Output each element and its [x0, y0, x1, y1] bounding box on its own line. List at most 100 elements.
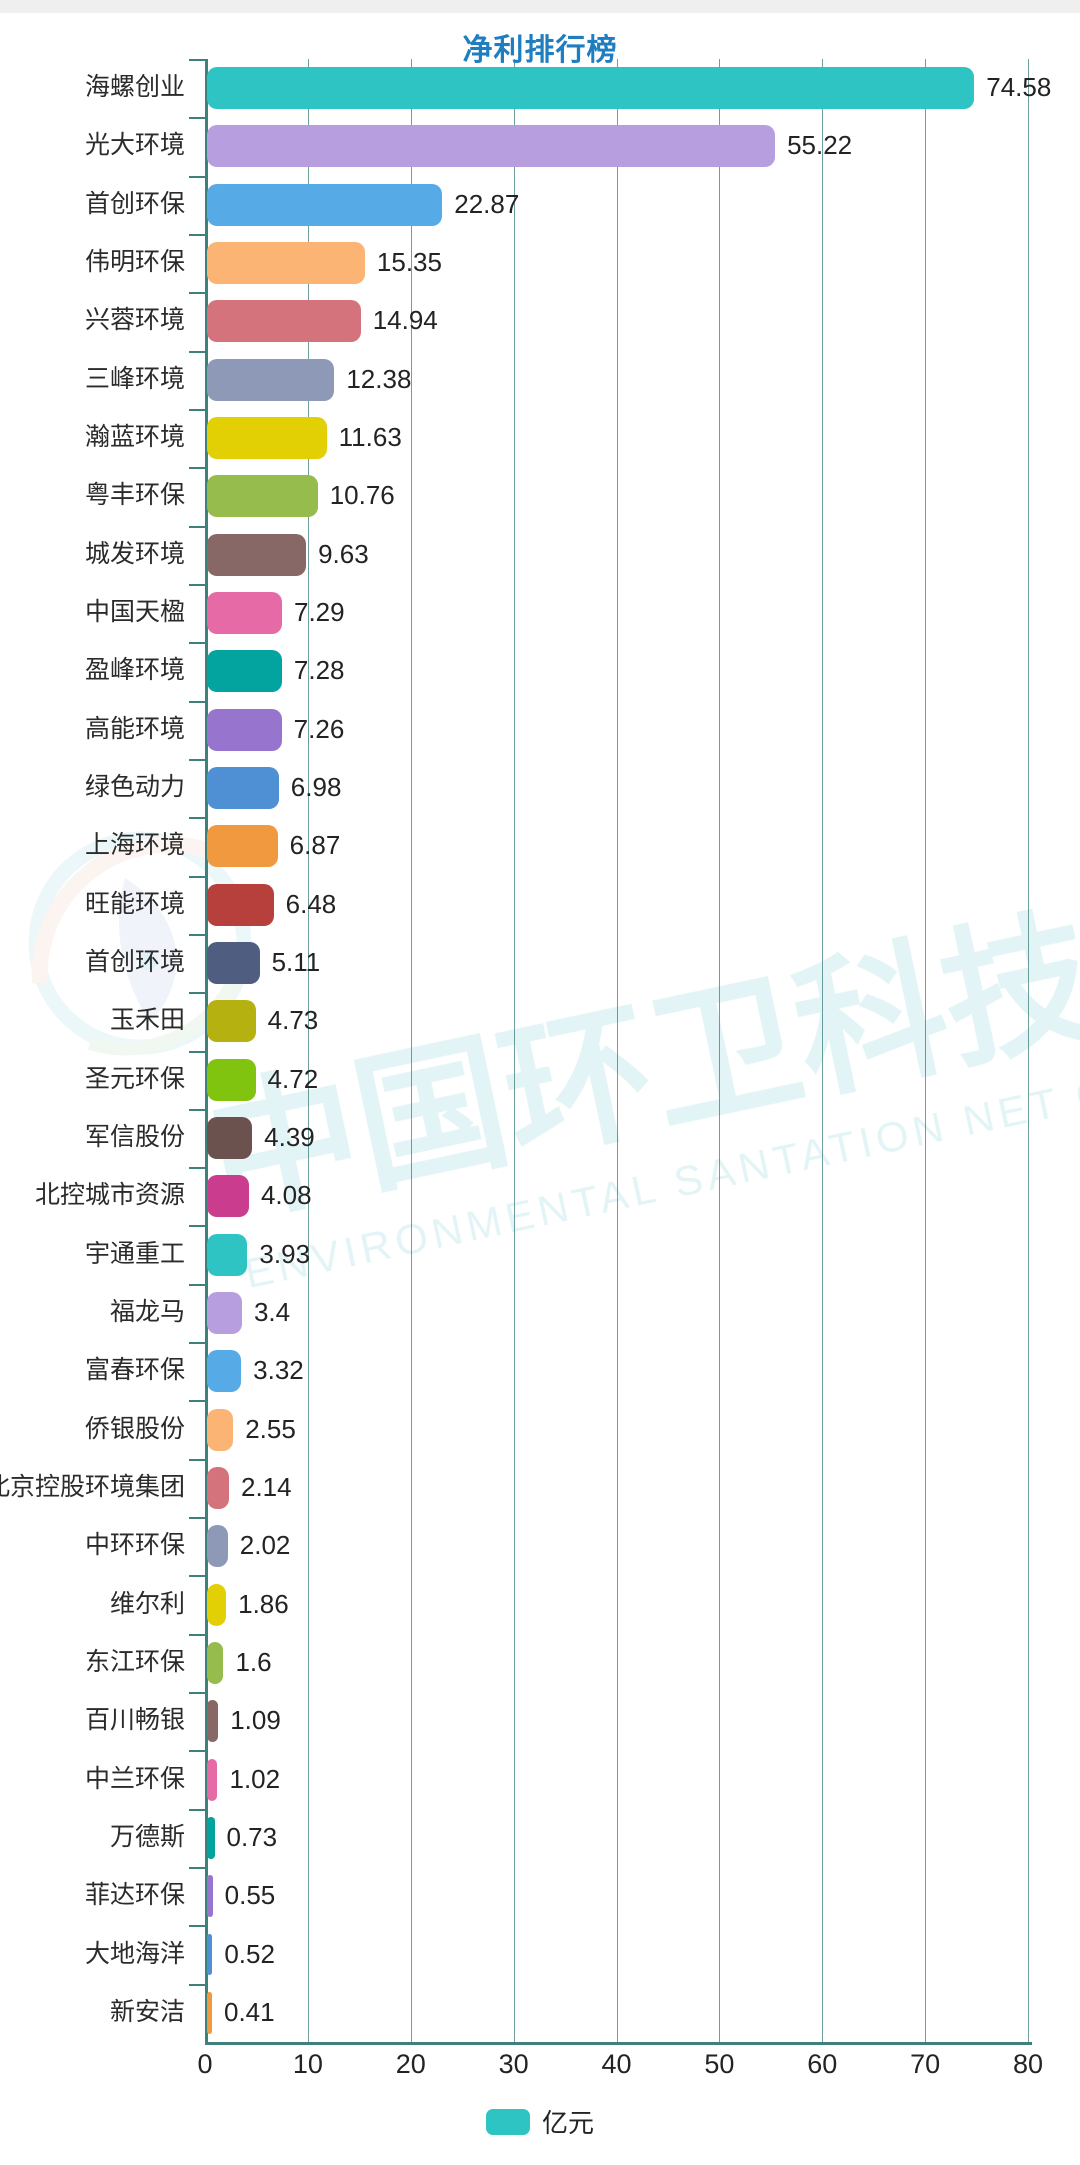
category-label: 兴蓉环境	[84, 306, 185, 335]
bar[interactable]	[207, 67, 975, 110]
bar-row: 盈峰环境 7.28	[85, 642, 1028, 700]
category-label: 大地海洋	[84, 1939, 185, 1968]
bar[interactable]	[207, 1875, 213, 1918]
bar-value-label: 1.09	[230, 1705, 281, 1736]
bar-row: 首创环境 5.11	[85, 933, 1028, 992]
bar-row: 富春环保 3.32	[85, 1342, 1028, 1400]
bar-row: 首创环保 22.87	[85, 175, 1028, 234]
category-label: 旺能环境	[84, 889, 185, 918]
y-axis-tick	[189, 175, 205, 178]
bar[interactable]	[207, 1058, 256, 1101]
bar-value-label: 6.48	[285, 888, 337, 919]
y-axis-tick	[189, 933, 205, 936]
bar-row: 福龙马 3.4	[110, 1283, 1028, 1342]
gridline	[719, 59, 721, 2042]
bar-value-label: 4.72	[267, 1063, 319, 1094]
y-axis-tick	[189, 1925, 205, 1928]
bar-row: 圣元环保 4.72	[85, 1050, 1028, 1109]
bar[interactable]	[207, 1466, 229, 1509]
category-label: 高能环境	[84, 714, 185, 743]
y-axis-tick	[189, 525, 205, 528]
bar-row: 光大环境 55.22	[85, 117, 1028, 175]
bar-row: 侨银股份 2.55	[85, 1400, 1028, 1458]
bar-value-label: 5.11	[271, 947, 321, 977]
y-axis-tick	[189, 758, 205, 761]
gridline	[925, 59, 927, 2042]
bar[interactable]	[207, 125, 776, 168]
category-label: 盈峰环境	[84, 656, 185, 685]
y-axis-tick	[189, 583, 205, 586]
bar[interactable]	[207, 592, 282, 635]
bar[interactable]	[207, 1291, 242, 1334]
bar[interactable]	[207, 1583, 227, 1626]
category-label: 海螺创业	[84, 73, 185, 102]
bar[interactable]	[207, 825, 278, 868]
bar[interactable]	[207, 767, 279, 810]
category-label: 中国天楹	[84, 598, 185, 627]
bar[interactable]	[207, 1991, 212, 2034]
bar[interactable]	[207, 475, 318, 518]
bar[interactable]	[207, 1758, 218, 1801]
bar-value-label: 14.94	[372, 305, 438, 336]
bar-value-label: 0.41	[224, 1996, 275, 2027]
y-axis-tick	[189, 117, 205, 120]
bar-value-label: 9.63	[318, 538, 369, 569]
bar[interactable]	[207, 1350, 242, 1393]
bar-value-label: 6.98	[290, 772, 342, 803]
bar-row: 菲达环保 0.55	[85, 1867, 1028, 1925]
bar[interactable]	[207, 533, 307, 576]
bar[interactable]	[207, 1000, 256, 1043]
bar-value-label: 4.73	[267, 1005, 319, 1036]
category-label: 北京控股环境集团	[0, 1472, 185, 1501]
y-axis-tick	[189, 1225, 205, 1228]
category-label: 首创环保	[84, 189, 185, 218]
bar[interactable]	[207, 1641, 224, 1684]
x-tick-label: 20	[395, 2049, 426, 2079]
bar[interactable]	[207, 242, 365, 285]
bar[interactable]	[207, 417, 327, 460]
y-axis-tick	[189, 1692, 205, 1695]
bar-row: 海螺创业 74.58	[85, 59, 1051, 117]
bar[interactable]	[207, 650, 282, 693]
bar[interactable]	[207, 1816, 215, 1859]
bar[interactable]	[207, 358, 335, 401]
bar[interactable]	[207, 1525, 228, 1568]
bar-row: 高能环境 7.26	[85, 700, 1028, 759]
category-label: 军信股份	[84, 1122, 185, 1151]
x-tick-label: 80	[1012, 2049, 1044, 2079]
bar[interactable]	[207, 183, 443, 226]
bar[interactable]	[207, 942, 260, 984]
category-label: 北控城市资源	[34, 1181, 185, 1210]
bar[interactable]	[207, 300, 361, 343]
x-tick-label: 50	[704, 2049, 735, 2079]
category-label: 瀚蓝环境	[84, 423, 185, 452]
x-tick-label: 70	[910, 2049, 941, 2079]
bar[interactable]	[207, 1116, 253, 1159]
bar[interactable]	[207, 708, 282, 751]
category-label: 中环环保	[84, 1531, 185, 1560]
bar-value-label: 3.32	[253, 1355, 304, 1386]
y-axis-tick	[189, 59, 205, 61]
bar-value-label: 0.55	[224, 1880, 276, 1911]
y-axis-tick	[189, 1517, 205, 1520]
bar[interactable]	[207, 1175, 249, 1218]
bar-value-label: 2.02	[239, 1530, 291, 1561]
bar[interactable]	[207, 1408, 234, 1451]
y-axis-tick	[189, 408, 205, 411]
bar[interactable]	[207, 1933, 213, 1976]
y-axis-tick	[189, 292, 205, 295]
legend-label: 亿元	[541, 2108, 594, 2138]
bar-row: 宇通重工 3.93	[85, 1225, 1028, 1283]
bar-row: 上海环境 6.87	[85, 817, 1028, 875]
bar-row: 中国天楹 7.29	[85, 583, 1028, 642]
bar-row: 中兰环保 1.02	[85, 1750, 1028, 1808]
bar[interactable]	[207, 883, 274, 926]
x-axis-tick-labels: 0 10 20 30 40 50 60 70 80	[197, 2049, 1043, 2089]
bar[interactable]	[207, 1700, 219, 1743]
gridline	[1028, 59, 1029, 2042]
bar-row: 北京控股环境集团 2.14	[0, 1458, 1028, 1517]
bar-row: 东江环保 1.6	[85, 1633, 1028, 1692]
x-tick-label: 10	[292, 2049, 323, 2079]
bar[interactable]	[207, 1233, 248, 1276]
bar-row: 玉禾田 4.73	[110, 992, 1028, 1050]
